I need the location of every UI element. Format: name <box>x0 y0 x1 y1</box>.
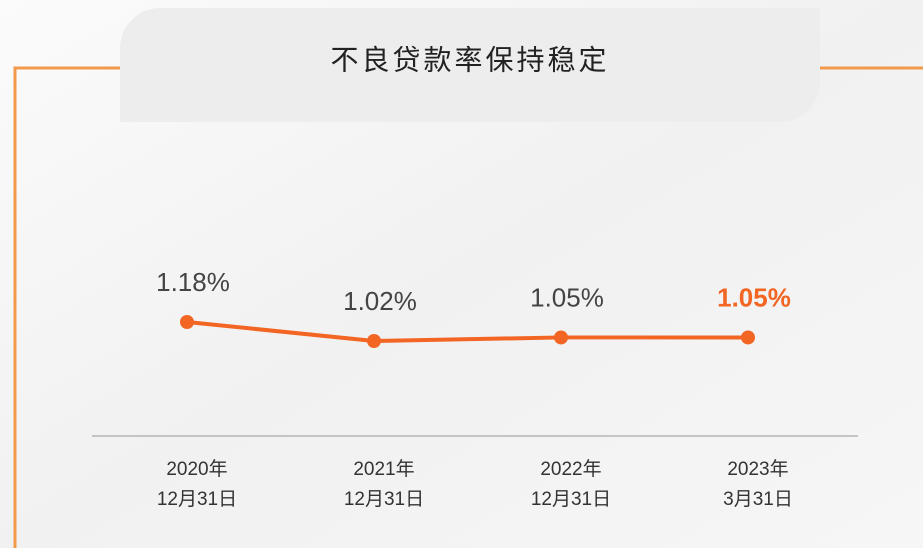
value-label: 1.02% <box>343 286 417 316</box>
x-tick-label: 12月31日 <box>344 489 424 510</box>
x-tick-label: 3月31日 <box>723 489 793 510</box>
value-label: 1.18% <box>156 267 230 297</box>
x-tick-label: 12月31日 <box>157 489 237 510</box>
x-tick-label: 2022年 <box>540 458 601 480</box>
chart-title: 不良贷款率保持稳定 <box>330 44 609 77</box>
frame <box>13 66 923 548</box>
x-tick-label: 2021年 <box>353 458 414 480</box>
line <box>186 320 748 343</box>
point <box>367 334 381 348</box>
x-tick-label: 12月31日 <box>531 489 611 510</box>
value-label: 1.05% <box>530 282 604 312</box>
value-label: 1.05% <box>717 282 791 312</box>
title-box <box>120 8 820 122</box>
x-tick-label: 2020年 <box>166 458 227 480</box>
point <box>741 330 755 345</box>
point <box>180 315 194 329</box>
x-tick-label: 2023年 <box>727 458 788 480</box>
point <box>554 330 568 345</box>
